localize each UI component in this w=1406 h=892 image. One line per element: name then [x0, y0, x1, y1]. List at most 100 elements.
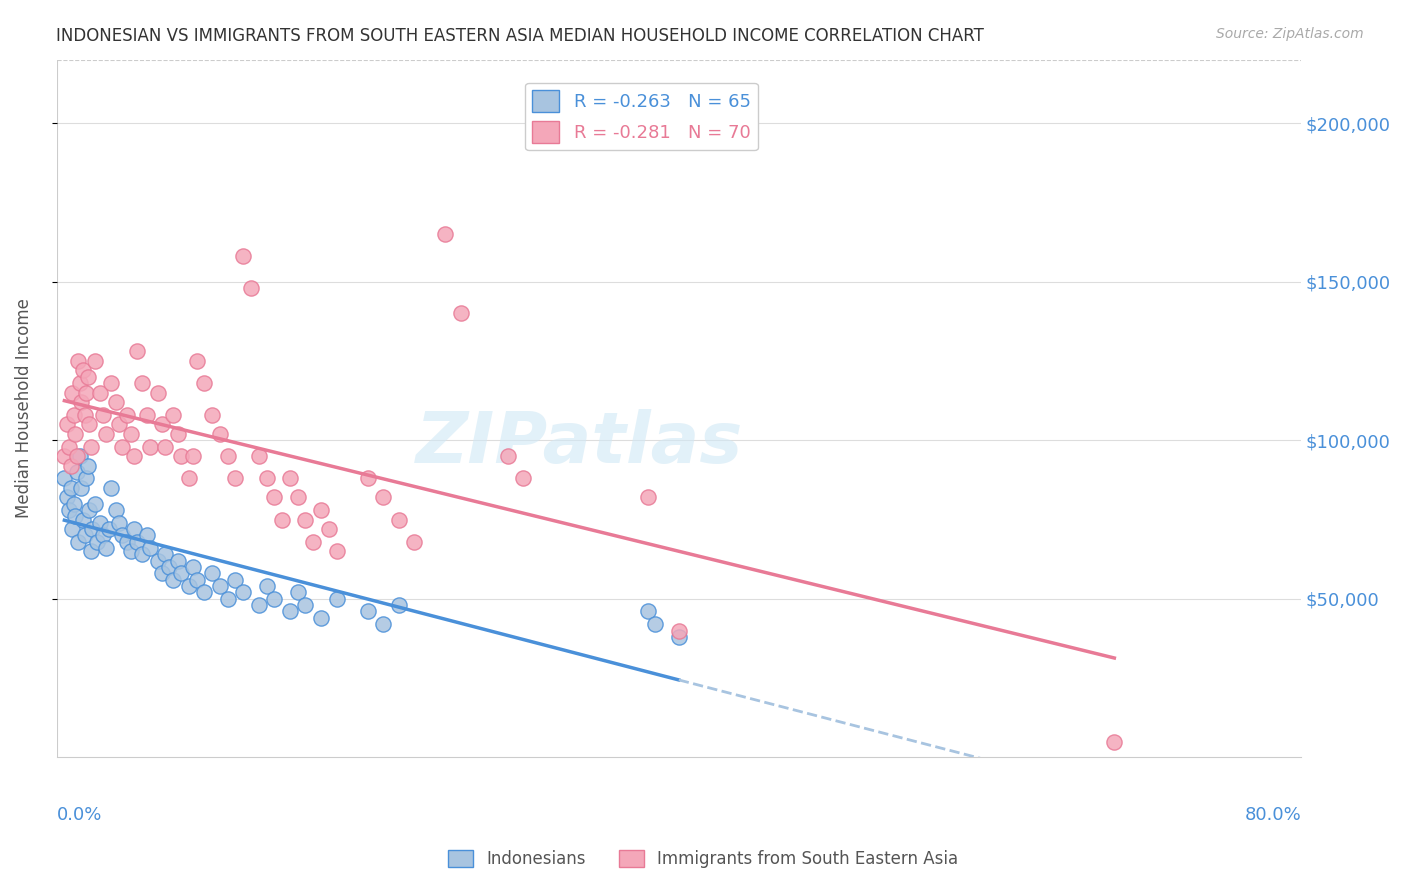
Point: [177, 579, 200, 593]
Point: [69, 376, 91, 391]
Point: [224, 471, 246, 485]
Point: [278, 471, 301, 485]
Point: [82, 522, 104, 536]
Point: [65, 426, 87, 441]
Point: [108, 516, 131, 530]
Point: [73, 528, 96, 542]
Point: [201, 408, 224, 422]
Point: [77, 503, 100, 517]
Point: [135, 408, 157, 422]
Point: [162, 408, 184, 422]
Point: [115, 534, 138, 549]
Point: [146, 385, 169, 400]
Point: [668, 630, 690, 644]
Point: [100, 376, 122, 391]
Point: [58, 440, 80, 454]
Point: [162, 573, 184, 587]
Point: [89, 516, 111, 530]
Point: [127, 344, 149, 359]
Point: [201, 566, 224, 581]
Point: [357, 605, 380, 619]
Point: [637, 491, 659, 505]
Point: [108, 417, 131, 432]
Point: [120, 426, 142, 441]
Point: [232, 249, 254, 263]
Point: [66, 449, 89, 463]
Text: 0.0%: 0.0%: [56, 806, 103, 824]
Point: [388, 512, 411, 526]
Point: [96, 426, 118, 441]
Point: [96, 541, 118, 555]
Point: [309, 611, 332, 625]
Point: [318, 522, 340, 536]
Point: [139, 440, 162, 454]
Point: [496, 449, 519, 463]
Point: [278, 605, 301, 619]
Point: [111, 528, 134, 542]
Point: [183, 449, 205, 463]
Point: [91, 408, 114, 422]
Point: [104, 395, 127, 409]
Point: [186, 573, 208, 587]
Point: [450, 306, 472, 320]
Point: [86, 534, 108, 549]
Point: [62, 497, 84, 511]
Point: [193, 585, 215, 599]
Point: [60, 385, 83, 400]
Point: [373, 617, 395, 632]
Point: [183, 560, 205, 574]
Legend: R = -0.263   N = 65, R = -0.281   N = 70: R = -0.263 N = 65, R = -0.281 N = 70: [524, 83, 758, 150]
Point: [131, 548, 153, 562]
Point: [72, 363, 94, 377]
Point: [294, 512, 316, 526]
Point: [84, 354, 107, 368]
Point: [65, 509, 87, 524]
Point: [69, 449, 91, 463]
Point: [75, 471, 97, 485]
Point: [76, 458, 98, 473]
Point: [150, 566, 173, 581]
Point: [1104, 734, 1126, 748]
Point: [131, 376, 153, 391]
Point: [73, 408, 96, 422]
Point: [256, 579, 278, 593]
Text: INDONESIAN VS IMMIGRANTS FROM SOUTH EASTERN ASIA MEDIAN HOUSEHOLD INCOME CORRELA: INDONESIAN VS IMMIGRANTS FROM SOUTH EAST…: [56, 27, 984, 45]
Point: [59, 481, 82, 495]
Point: [256, 471, 278, 485]
Point: [124, 449, 146, 463]
Point: [120, 544, 142, 558]
Point: [98, 522, 121, 536]
Point: [232, 585, 254, 599]
Point: [294, 598, 316, 612]
Point: [75, 385, 97, 400]
Point: [124, 522, 146, 536]
Point: [217, 591, 239, 606]
Point: [139, 541, 162, 555]
Point: [302, 534, 325, 549]
Point: [177, 471, 200, 485]
Point: [208, 426, 231, 441]
Point: [70, 481, 93, 495]
Point: [644, 617, 666, 632]
Point: [62, 408, 84, 422]
Point: [668, 624, 690, 638]
Point: [357, 471, 380, 485]
Point: [146, 554, 169, 568]
Legend: Indonesians, Immigrants from South Eastern Asia: Indonesians, Immigrants from South Easte…: [441, 843, 965, 875]
Point: [58, 503, 80, 517]
Point: [53, 471, 76, 485]
Point: [263, 591, 285, 606]
Point: [76, 369, 98, 384]
Point: [167, 426, 190, 441]
Point: [66, 465, 89, 479]
Point: [193, 376, 215, 391]
Point: [309, 503, 332, 517]
Point: [512, 471, 534, 485]
Point: [287, 585, 309, 599]
Text: Source: ZipAtlas.com: Source: ZipAtlas.com: [1216, 27, 1364, 41]
Point: [56, 491, 79, 505]
Point: [56, 417, 79, 432]
Point: [287, 491, 309, 505]
Point: [84, 497, 107, 511]
Point: [70, 395, 93, 409]
